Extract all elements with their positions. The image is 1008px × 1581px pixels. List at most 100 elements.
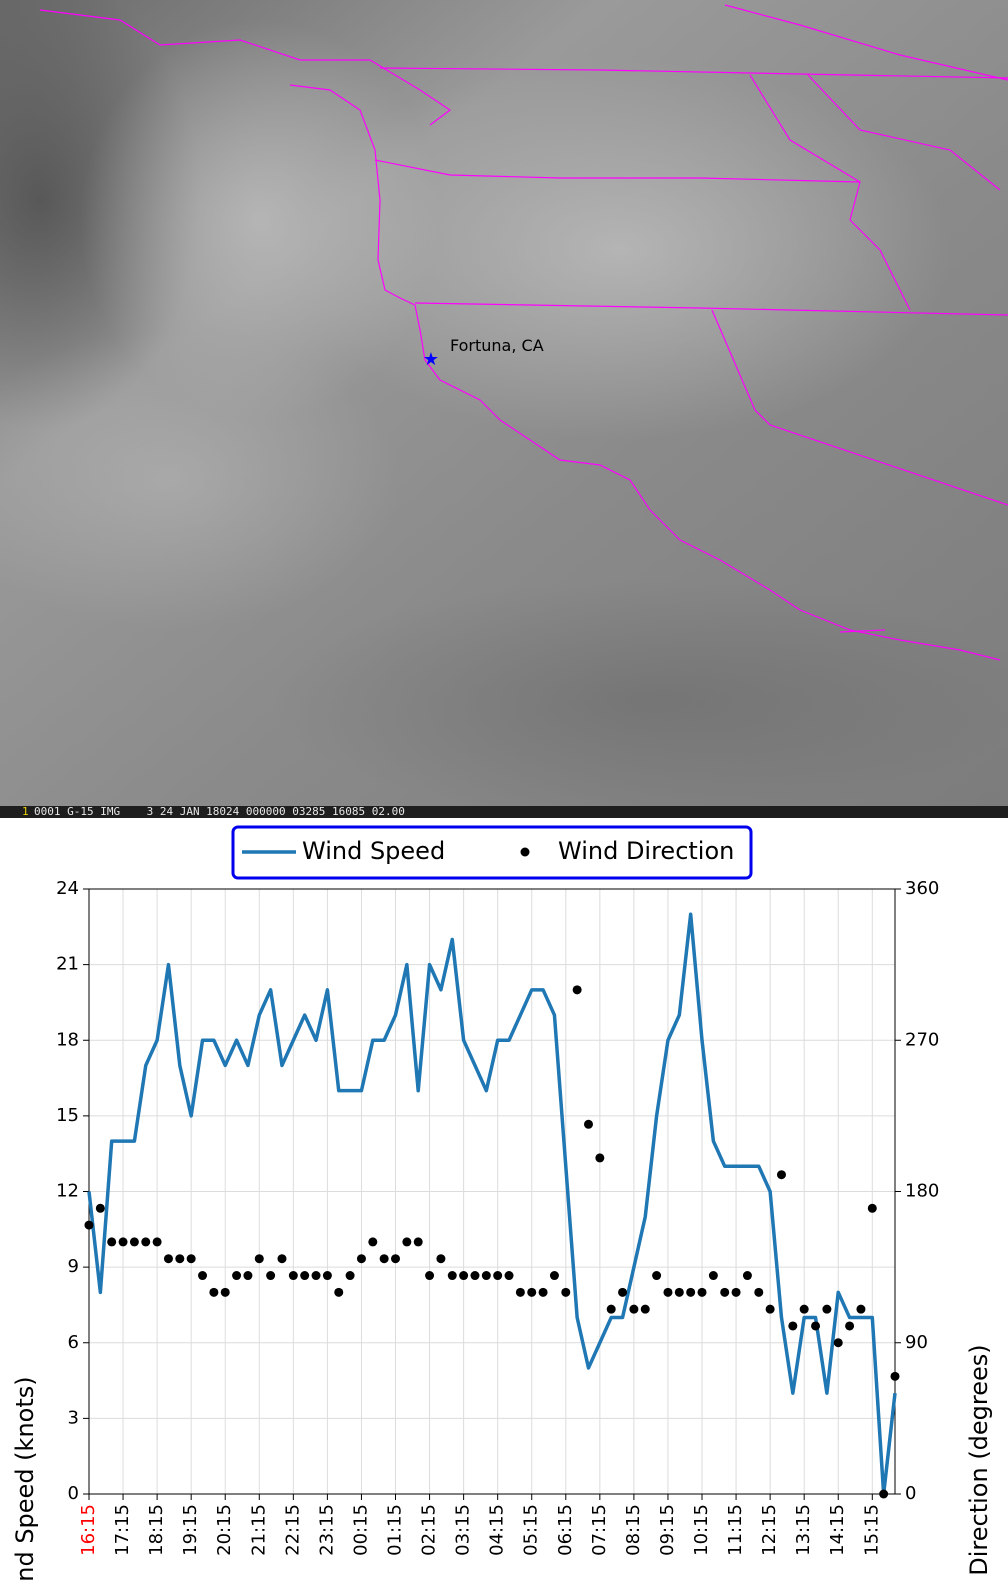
y-tick-label: 9 — [68, 1256, 79, 1277]
legend-label: Wind Direction — [558, 837, 734, 865]
x-tick-label: 19:15 — [180, 1504, 201, 1556]
wind-direction-dot — [368, 1237, 378, 1247]
x-tick-label: 08:15 — [623, 1504, 644, 1556]
wind-direction-dot — [629, 1304, 639, 1314]
wind-direction-dot — [107, 1237, 117, 1247]
wind-direction-dot — [549, 1271, 559, 1281]
chart: Wind Speed (knots) Wind Direction (degre… — [11, 825, 993, 1581]
wind-direction-dot — [572, 985, 582, 995]
wind-direction-dot — [198, 1271, 208, 1281]
y-tick-label: 12 — [56, 1181, 79, 1202]
wind-direction-dot — [731, 1287, 741, 1297]
x-tick-label: 11:15 — [725, 1504, 746, 1556]
wind-direction-dot — [720, 1287, 730, 1297]
wind-direction-dot — [402, 1237, 412, 1247]
wind-direction-dot — [799, 1304, 809, 1314]
state-line — [724, 4, 1008, 81]
wind-direction-dot — [504, 1271, 514, 1281]
x-tick-label: 15:15 — [861, 1504, 882, 1556]
wind-direction-dot — [890, 1371, 900, 1381]
wind-direction-dot — [413, 1237, 423, 1247]
wind-direction-dot — [822, 1304, 832, 1314]
x-tick-label: 16:15 — [78, 1504, 99, 1556]
y-tick-label: 3 — [68, 1407, 79, 1428]
wind-direction-dot — [186, 1254, 196, 1264]
wind-direction-dot — [765, 1304, 775, 1314]
islands — [839, 629, 886, 633]
wind-direction-dot — [481, 1271, 491, 1281]
wind-direction-dot — [118, 1237, 128, 1247]
cloud — [290, 60, 950, 440]
wind-direction-dot — [742, 1271, 752, 1281]
satellite-image: ★ Fortuna, CA 1 0001 G-15 IMG 3 24 JAN 1… — [0, 0, 1008, 818]
x-tick-label: 14:15 — [827, 1504, 848, 1556]
wind-direction-dot — [561, 1287, 571, 1297]
borders — [39, 4, 1008, 661]
legend-label: Wind Speed — [302, 837, 445, 865]
state-line — [374, 159, 911, 311]
wind-speed-line — [87, 912, 897, 1496]
wind-direction-dot — [674, 1287, 684, 1297]
y2-tick-label: 90 — [905, 1332, 928, 1353]
x-tick-label: 07:15 — [589, 1504, 610, 1556]
state-line — [711, 309, 1008, 506]
wind-direction-dot — [95, 1203, 105, 1213]
wind-direction-dot — [811, 1321, 821, 1331]
wind-direction-dot — [867, 1203, 877, 1213]
wind-direction-dot — [175, 1254, 185, 1264]
wind-direction-dot — [527, 1287, 537, 1297]
wind-direction-dot — [686, 1287, 696, 1297]
y-axis-label: Wind Speed (knots) — [11, 1376, 39, 1581]
state-line — [414, 302, 1008, 316]
y2-tick-label: 0 — [905, 1483, 916, 1504]
wind-direction-dot — [879, 1489, 889, 1499]
wind-direction-dot — [129, 1237, 139, 1247]
wind-direction-dot — [447, 1271, 457, 1281]
y2-tick-label: 180 — [905, 1181, 939, 1202]
wind-direction-dot — [493, 1271, 503, 1281]
wind-direction-dot — [266, 1271, 276, 1281]
wind-direction-dot — [652, 1271, 662, 1281]
place-label: Fortuna, CA — [450, 336, 544, 355]
x-tick-label: 23:15 — [316, 1504, 337, 1556]
wind-direction-dot — [595, 1153, 605, 1163]
x-tick-label: 10:15 — [691, 1504, 712, 1556]
x-tick-label: 05:15 — [521, 1504, 542, 1556]
wind-direction-dot — [277, 1254, 287, 1264]
y-tick-label: 21 — [56, 954, 79, 975]
wind-direction-dot — [152, 1237, 162, 1247]
legend-swatch — [520, 847, 530, 857]
x-tick-label: 21:15 — [248, 1504, 269, 1556]
wind-direction-dot — [232, 1271, 242, 1281]
coastline — [289, 84, 1001, 661]
x-tick-label: 12:15 — [759, 1504, 780, 1556]
status-index: 1 — [22, 805, 29, 818]
state-line — [749, 74, 861, 183]
wind-direction-dot — [345, 1271, 355, 1281]
wind-direction-dot — [515, 1287, 525, 1297]
x-tick-label: 04:15 — [487, 1504, 508, 1556]
cloud — [270, 580, 1008, 818]
cloud — [0, 330, 400, 630]
y-tick-label: 15 — [56, 1105, 79, 1126]
wind-direction-dot — [356, 1254, 366, 1264]
wind-direction-dot — [254, 1254, 264, 1264]
x-tick-label: 09:15 — [657, 1504, 678, 1556]
wind-direction-dot — [243, 1271, 253, 1281]
state-line — [807, 74, 1001, 191]
wind-direction-dot — [379, 1254, 389, 1264]
wind-direction-dot — [459, 1271, 469, 1281]
wind-direction-dot — [322, 1271, 332, 1281]
y2-tick-label: 360 — [905, 878, 939, 899]
y2-axis-label: Wind Direction (degrees) — [965, 1344, 993, 1581]
wind-direction-dot — [856, 1304, 866, 1314]
y2-tick-label: 270 — [905, 1029, 939, 1050]
wind-direction-dot — [391, 1254, 401, 1264]
wind-direction-dot — [754, 1287, 764, 1297]
wind-direction-dot — [425, 1271, 435, 1281]
x-tick-label: 00:15 — [350, 1504, 371, 1556]
x-tick-label: 22:15 — [282, 1504, 303, 1556]
wind-direction-dot — [640, 1304, 650, 1314]
wind-direction-dot — [833, 1338, 843, 1348]
